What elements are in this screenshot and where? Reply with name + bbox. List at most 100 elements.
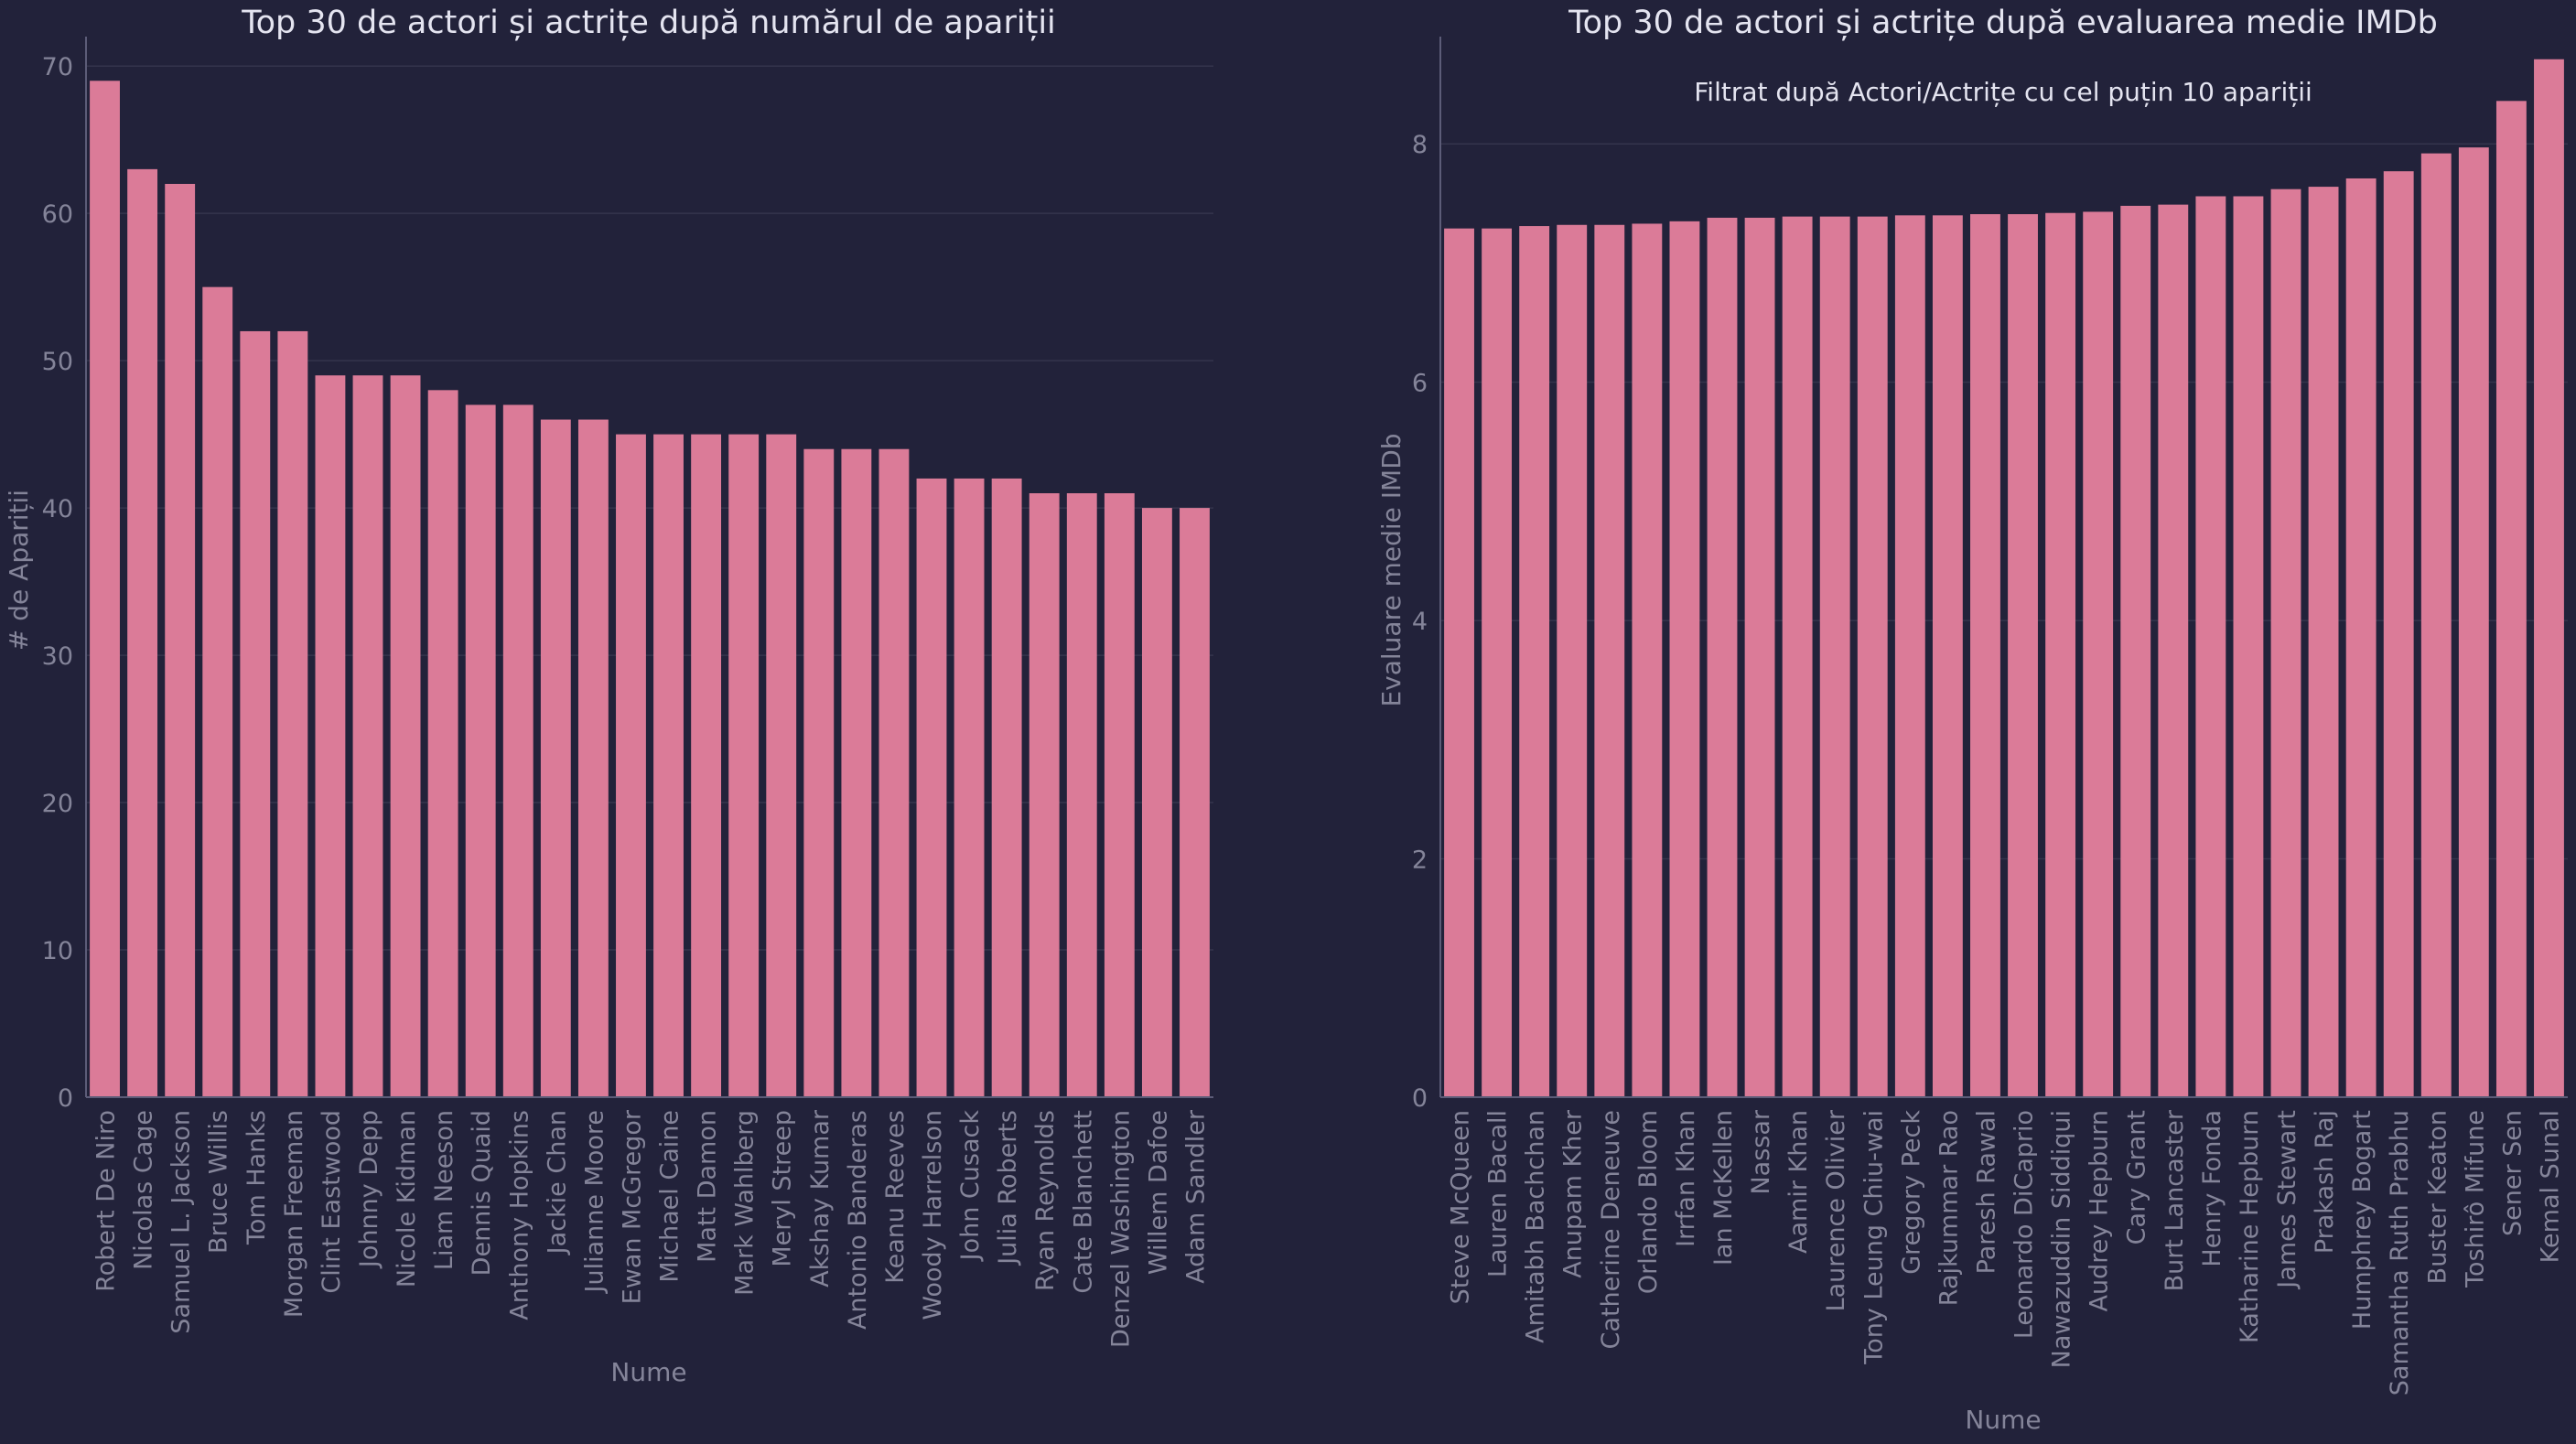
appearances-chart: Top 30 de actori și actrițe după numărul…: [4, 5, 1213, 1387]
y-tick-labels: 0 10 20 30 40 50 60 70: [42, 53, 73, 1113]
x-tick-label: Rajkummar Rao: [1935, 1110, 1963, 1306]
bar: [991, 478, 1022, 1097]
bar: [1066, 493, 1097, 1097]
bar: [2534, 59, 2564, 1098]
bar: [691, 434, 722, 1097]
bar: [616, 434, 646, 1097]
x-tick-label: Ewan McGregor: [618, 1109, 646, 1304]
x-tick-label: Nicole Kidman: [393, 1110, 421, 1288]
x-tick-label: Liam Neeson: [430, 1110, 458, 1270]
bar: [277, 330, 308, 1097]
x-tick-label: Anthony Hopkins: [505, 1110, 534, 1320]
bar: [427, 390, 458, 1097]
y-tick-label: 0: [1412, 1084, 1428, 1113]
y-tick-label: 0: [58, 1084, 73, 1113]
x-tick-label: Denzel Washington: [1106, 1110, 1135, 1348]
bar: [1557, 224, 1588, 1097]
bars: [1444, 59, 2564, 1098]
bar: [352, 375, 383, 1098]
bar: [390, 375, 421, 1098]
x-tick-label: Katharine Hepburn: [2236, 1110, 2264, 1343]
x-tick-label: Gregory Peck: [1897, 1110, 1925, 1275]
bar: [2383, 171, 2414, 1097]
x-tick-label: Dennis Quaid: [468, 1110, 496, 1276]
x-tick-label: Henry Fonda: [2198, 1110, 2226, 1267]
y-tick-label: 10: [42, 937, 73, 965]
x-tick-label: Prakash Raj: [2311, 1110, 2339, 1254]
x-tick-label: Nicolas Cage: [130, 1110, 158, 1270]
x-tick-label: Toshirô Mifune: [2461, 1110, 2489, 1288]
rating-chart: Top 30 de actori și actrițe după evaluar…: [1376, 5, 2568, 1435]
bar: [2495, 101, 2527, 1098]
bar: [2270, 189, 2301, 1098]
bar: [1141, 508, 1172, 1097]
x-tick-label: Cary Grant: [2123, 1110, 2151, 1245]
x-axis-label: Nume: [610, 1357, 686, 1387]
x-tick-labels: Steve McQueen Lauren Bacall Amitabh Bachch…: [1447, 1109, 2565, 1396]
bar: [2045, 212, 2076, 1097]
x-tick-label: Clint Eastwood: [318, 1110, 346, 1294]
bar: [1970, 214, 2000, 1097]
x-tick-labels: Robert De Niro Nicolas Cage Samuel L. Jack…: [92, 1109, 1211, 1348]
y-tick-label: 20: [42, 790, 73, 818]
x-tick-label: Samantha Ruth Prabhu: [2386, 1110, 2414, 1396]
bar: [202, 286, 233, 1097]
y-tick-label: 2: [1412, 846, 1428, 875]
x-tick-label: Woody Harrelson: [919, 1110, 947, 1320]
x-tick-label: Adam Sandler: [1181, 1109, 1210, 1284]
bar: [1707, 217, 1738, 1097]
grid-lines: [1440, 143, 2568, 860]
bar: [1029, 493, 1060, 1097]
bar: [954, 478, 985, 1097]
x-tick-label: Michael Caine: [656, 1110, 684, 1283]
x-tick-label: Audrey Hepburn: [2086, 1110, 2114, 1311]
x-tick-label: Bruce Willis: [205, 1110, 233, 1254]
bar: [1857, 216, 1888, 1097]
chart-title: Top 30 de actori și actrițe după evaluar…: [1568, 5, 2438, 41]
x-tick-label: Mark Wahlberg: [731, 1110, 760, 1296]
x-tick-label: Robert De Niro: [92, 1110, 121, 1292]
x-tick-label: Ryan Reynolds: [1031, 1110, 1060, 1291]
x-tick-label: Tom Hanks: [243, 1110, 271, 1245]
x-tick-label: Lauren Bacall: [1484, 1110, 1513, 1277]
bar: [2233, 196, 2264, 1098]
x-tick-label: Steve McQueen: [1447, 1110, 1475, 1304]
x-tick-label: Irrfan Khan: [1672, 1110, 1700, 1247]
bar: [2120, 205, 2151, 1098]
bar: [2008, 214, 2038, 1097]
x-tick-label: Samuel L. Jackson: [167, 1110, 196, 1334]
x-tick-label: Cate Blanchett: [1069, 1110, 1097, 1294]
axes: [1439, 37, 2568, 1098]
bar: [1594, 224, 1625, 1097]
bar: [1894, 215, 1925, 1097]
bar: [1482, 228, 1513, 1097]
bar: [878, 448, 910, 1097]
bar: [2420, 153, 2452, 1097]
x-tick-label: Meryl Streep: [769, 1110, 797, 1267]
bar: [577, 419, 609, 1097]
chart-title: Top 30 de actori și actrițe după numărul…: [241, 5, 1056, 41]
bar: [1180, 508, 1210, 1097]
x-tick-label: Kemal Sunal: [2536, 1110, 2564, 1263]
bar: [1932, 215, 1963, 1097]
y-axis-label: Evaluare medie IMDb: [1376, 433, 1407, 706]
x-tick-label: Matt Damon: [694, 1110, 722, 1263]
x-tick-label: Jackie Chan: [543, 1110, 571, 1255]
bar: [1782, 216, 1813, 1097]
x-tick-label: Keanu Reeves: [881, 1110, 910, 1284]
x-tick-label: Akshay Kumar: [806, 1109, 835, 1288]
x-tick-label: Willem Dafoe: [1144, 1110, 1172, 1275]
y-tick-label: 40: [42, 495, 73, 523]
bar: [1444, 228, 1474, 1097]
bar: [2458, 147, 2489, 1097]
x-tick-label: Morgan Freeman: [280, 1110, 308, 1318]
bar: [240, 330, 271, 1097]
x-tick-label: Julia Roberts: [994, 1110, 1022, 1266]
axes: [85, 37, 1213, 1098]
bar: [2308, 187, 2339, 1098]
bar: [766, 434, 797, 1097]
bar: [465, 404, 496, 1097]
bar: [2195, 196, 2226, 1098]
